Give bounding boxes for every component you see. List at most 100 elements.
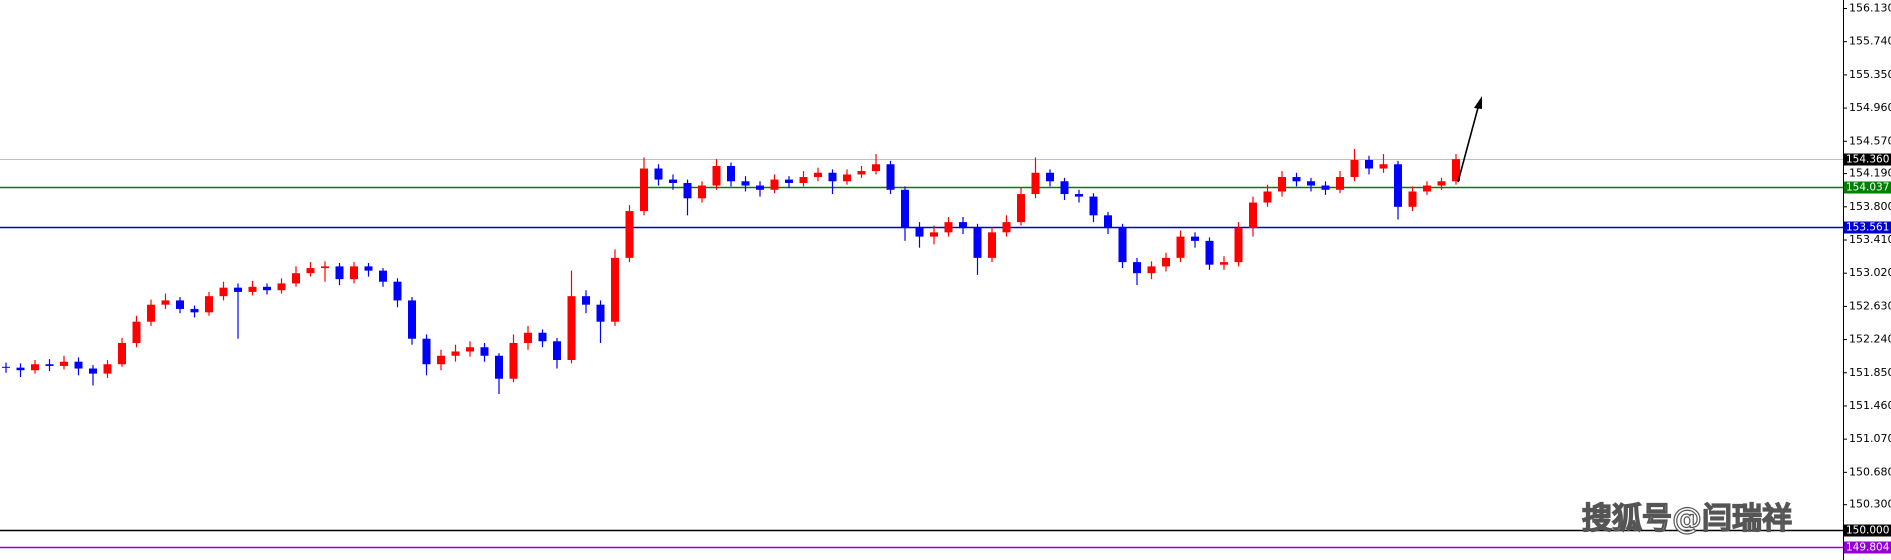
candle-body <box>944 222 953 233</box>
candle-body <box>886 164 895 190</box>
candle-body <box>567 296 576 360</box>
candle-body <box>89 368 97 374</box>
candle-body <box>857 171 866 175</box>
candle-body <box>1176 236 1185 258</box>
candle-body <box>669 179 677 183</box>
candle-body <box>1104 215 1112 229</box>
candle-body <box>1263 191 1272 203</box>
candle-body <box>1292 177 1301 182</box>
watermark: 搜狐号@闫瑞祥 <box>1582 502 1792 537</box>
candle-body <box>1162 257 1170 267</box>
candle-body <box>60 361 68 366</box>
candle-body <box>712 165 721 186</box>
arrow-head <box>1474 96 1482 109</box>
candle-body <box>988 232 996 258</box>
y-tick-label: 151.850 <box>1849 366 1891 379</box>
candle-body <box>176 300 184 309</box>
candle-body <box>495 355 503 379</box>
candle-body <box>1379 164 1388 169</box>
candle-body <box>437 355 445 365</box>
candle-body <box>1017 194 1025 223</box>
candle-body <box>959 222 967 229</box>
candle-body <box>103 364 112 374</box>
candle-body <box>756 185 764 190</box>
y-tick-label: 154.190 <box>1849 167 1891 180</box>
candle-body <box>843 174 851 182</box>
level-label-box <box>1844 221 1891 234</box>
candle-body <box>973 228 982 258</box>
y-tick-label: 152.240 <box>1849 333 1891 346</box>
candle-body <box>1336 177 1344 190</box>
candle-body <box>625 211 634 258</box>
candle-body <box>408 300 416 339</box>
level-label: 153.561 <box>1846 222 1889 234</box>
y-tick-label: 155.740 <box>1849 35 1891 48</box>
level-label-box <box>1844 181 1891 194</box>
y-tick-label: 154.960 <box>1849 101 1891 114</box>
candle-body <box>828 172 837 182</box>
candle-body <box>1220 262 1228 265</box>
candle-body <box>582 296 590 305</box>
candle-body <box>219 287 228 297</box>
candle-body <box>596 304 605 322</box>
candle-body <box>1452 159 1460 182</box>
trend-arrow <box>1457 96 1482 183</box>
candle-body <box>1089 196 1098 216</box>
y-tick-label: 150.680 <box>1849 465 1891 478</box>
candle-body <box>741 181 750 186</box>
candle-body <box>1147 266 1156 274</box>
candle-body <box>553 341 561 360</box>
candle-body <box>1234 228 1243 263</box>
candle-body <box>509 342 518 379</box>
candle-body <box>727 165 735 182</box>
candle-body <box>205 296 213 313</box>
candle-body <box>248 286 257 292</box>
candle-body <box>2 366 10 368</box>
y-tick-label: 153.020 <box>1849 266 1891 279</box>
candle-body <box>321 266 329 269</box>
y-tick-label: 155.350 <box>1849 68 1891 81</box>
candle-body <box>1437 181 1446 186</box>
candle-body <box>45 364 54 366</box>
candle-body <box>654 168 663 180</box>
candle-body <box>799 177 808 183</box>
y-tick-label: 153.800 <box>1849 200 1891 213</box>
candle-body <box>770 179 779 190</box>
candle-body <box>74 361 83 369</box>
candle-body <box>277 283 286 291</box>
candle-body <box>190 308 199 313</box>
level-label-box <box>1844 524 1891 537</box>
y-tick-label: 156.130 <box>1849 2 1891 15</box>
candle-body <box>872 164 880 172</box>
y-tick-label: 154.570 <box>1849 134 1891 147</box>
level-label-box <box>1844 541 1891 554</box>
y-tick-label: 152.630 <box>1849 299 1891 312</box>
candle-body <box>1423 185 1431 192</box>
candle-body <box>1205 240 1214 265</box>
candle-body <box>915 228 924 237</box>
candle-body <box>147 304 155 322</box>
level-label-box <box>1844 153 1891 166</box>
candle-body <box>1191 236 1199 241</box>
y-tick-label: 153.410 <box>1849 233 1891 246</box>
candle-body <box>466 347 474 352</box>
candle-body <box>393 281 402 301</box>
candle-body <box>814 172 822 178</box>
candle-body <box>1031 172 1040 195</box>
candle-body <box>1249 202 1257 229</box>
level-label: 150.000 <box>1846 525 1889 537</box>
candle-body <box>1307 181 1315 186</box>
candle-body <box>263 286 271 291</box>
candle-body <box>1075 194 1083 197</box>
candle-body <box>1408 191 1417 207</box>
y-tick-label: 151.460 <box>1849 399 1891 412</box>
candle-body <box>161 300 170 305</box>
candle-body <box>1278 177 1286 192</box>
levels: 154.360 154.037 153.561 150.000 149.804 <box>0 153 1891 554</box>
level-label: 154.037 <box>1846 182 1889 194</box>
candle-body <box>538 332 547 342</box>
candle-body <box>683 182 692 199</box>
candle-body <box>118 342 126 365</box>
